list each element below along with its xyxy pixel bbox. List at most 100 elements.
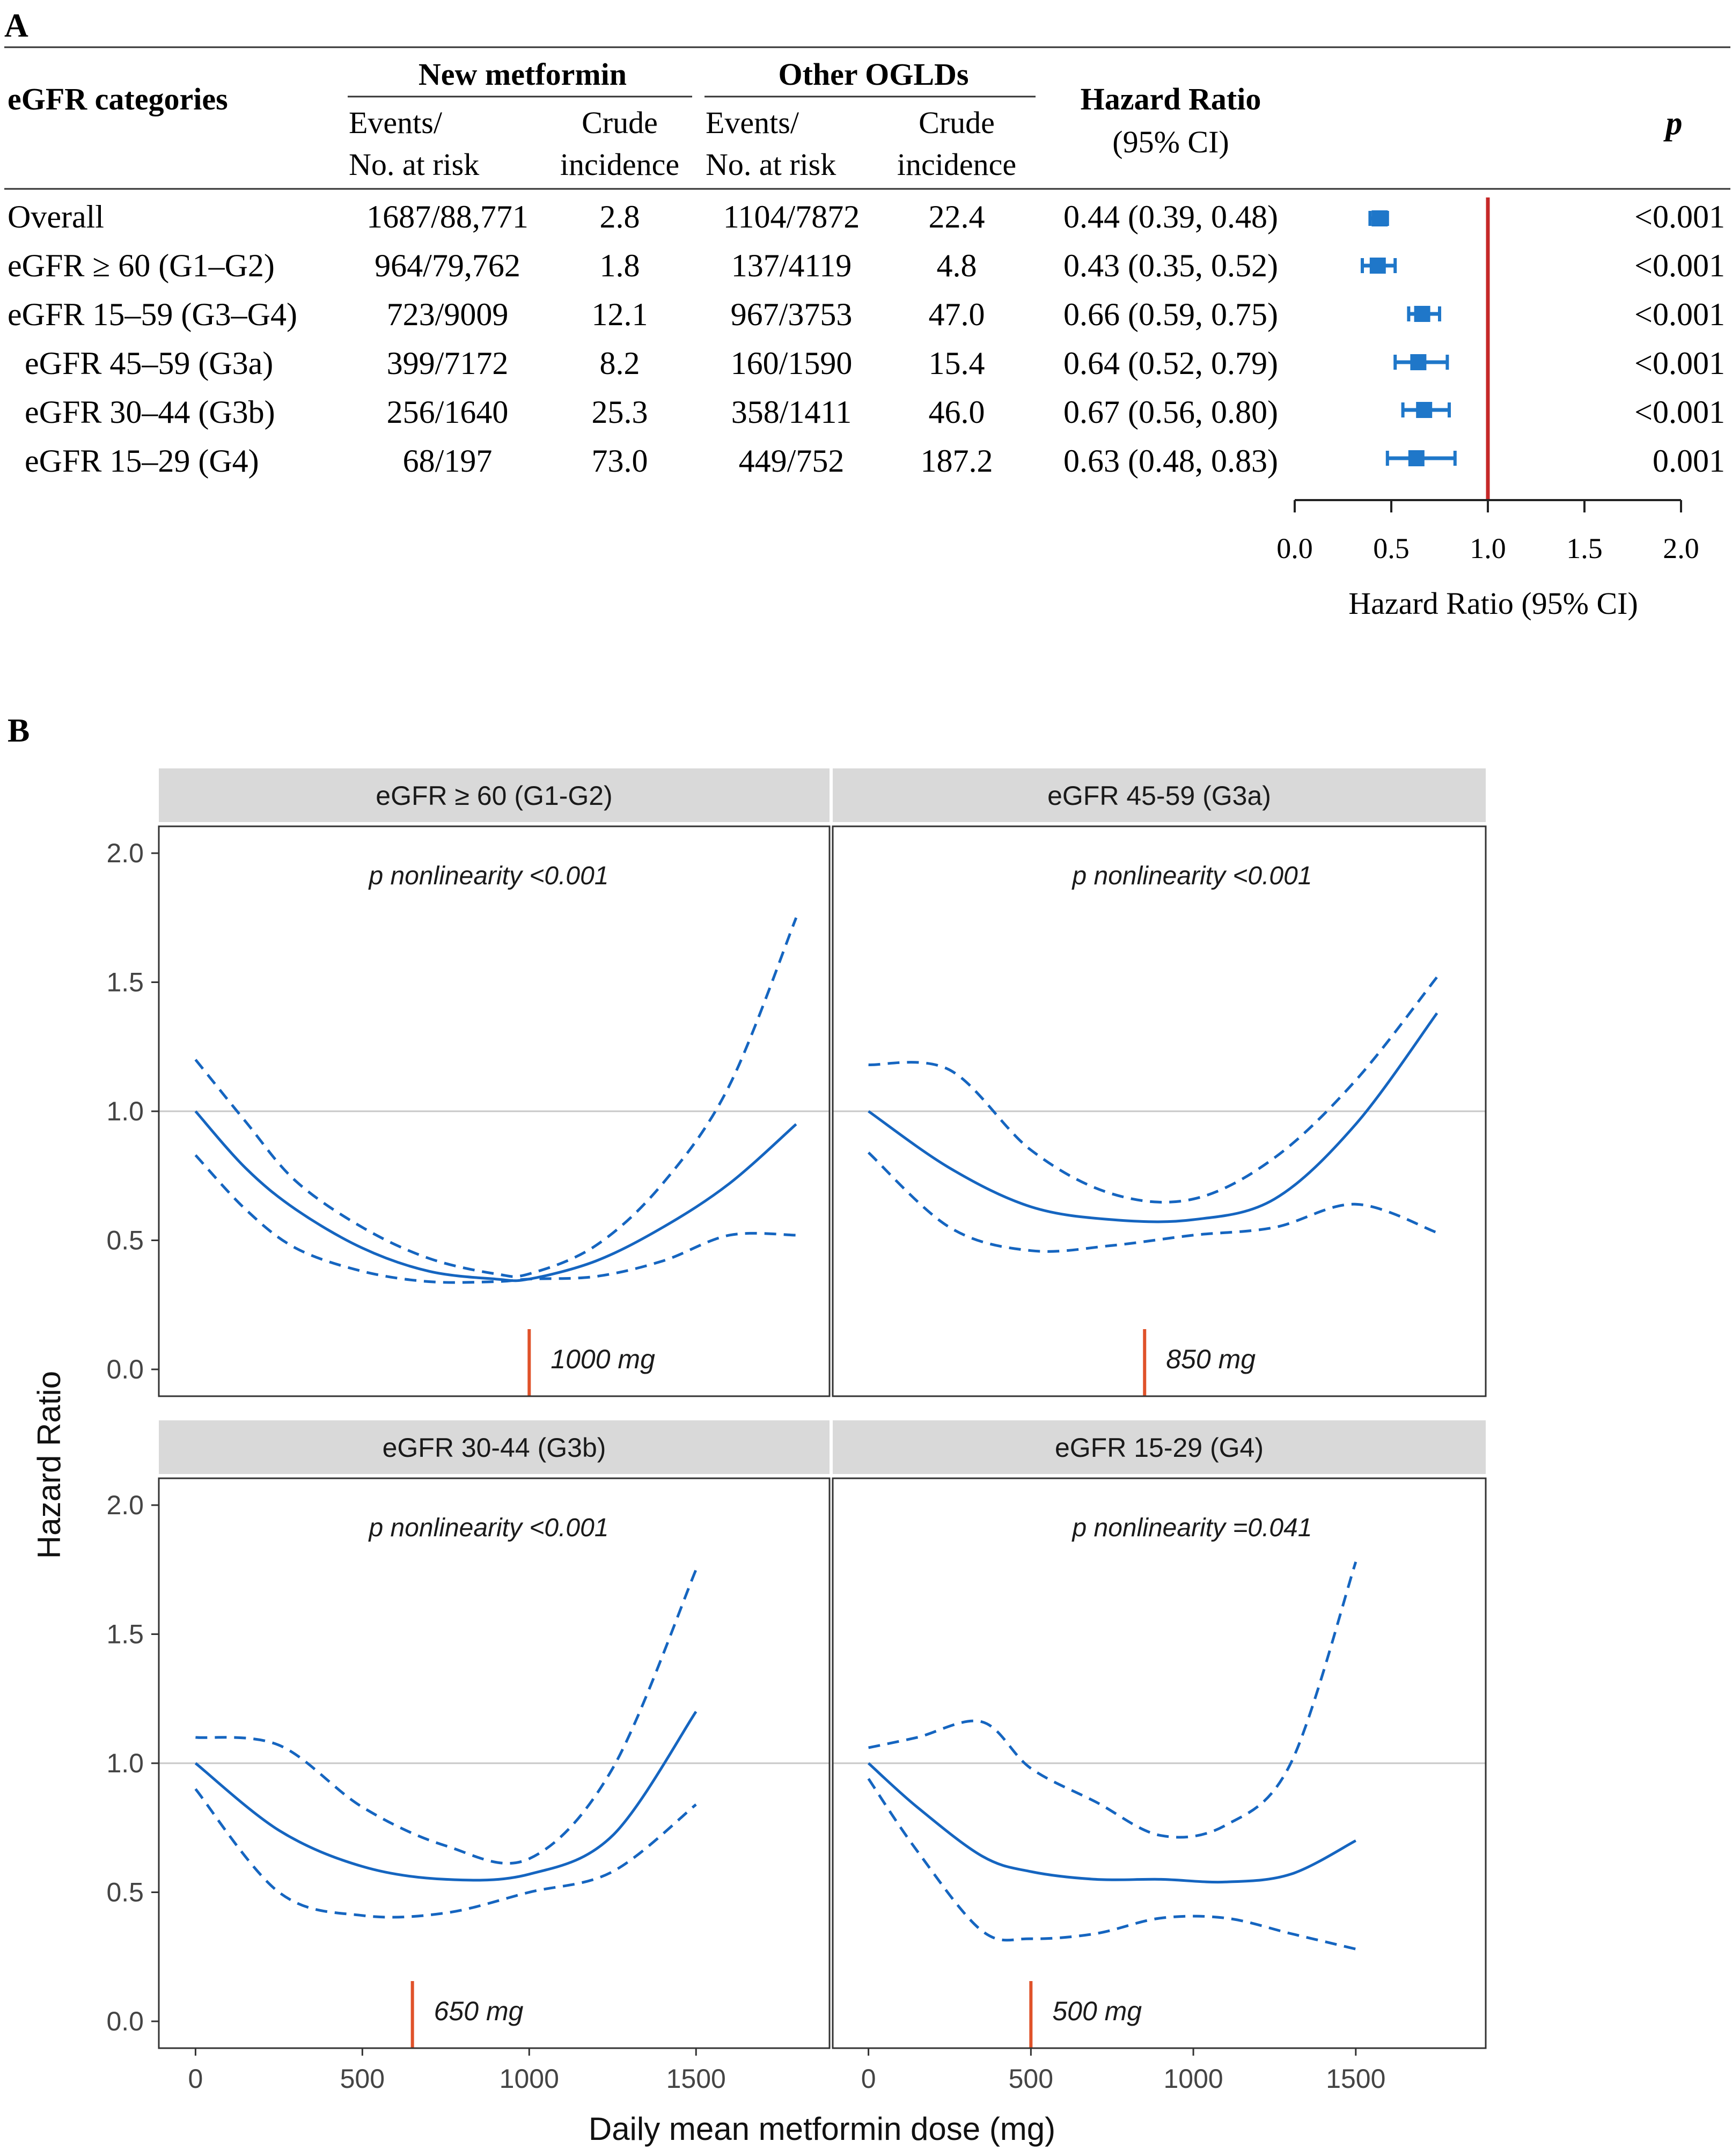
facet-strip bbox=[159, 768, 830, 822]
optimal-dose-label: 500 mg bbox=[1052, 1996, 1142, 2026]
y-tick-label: 2.0 bbox=[106, 1490, 144, 1520]
row-new-incidence: 8.2 bbox=[600, 346, 640, 381]
upper-ci-curve bbox=[194, 917, 798, 1278]
dose-response-facets: eGFR ≥ 60 (G1-G2) 1000 mg p nonlinearity <… bbox=[106, 768, 1487, 2094]
row-hazard-ratio: 0.66 (0.59, 0.75) bbox=[1063, 297, 1278, 332]
row-other-incidence: 15.4 bbox=[929, 346, 985, 381]
y-tick-label: 2.0 bbox=[106, 838, 144, 868]
row-new-incidence: 73.0 bbox=[592, 443, 648, 479]
header-events-1: Events/ bbox=[349, 105, 443, 140]
facet-title: eGFR ≥ 60 (G1-G2) bbox=[376, 781, 612, 811]
row-new-incidence: 2.8 bbox=[600, 199, 640, 234]
row-other-events: 160/1590 bbox=[731, 346, 853, 381]
row-p-value: 0.001 bbox=[1653, 443, 1725, 479]
row-other-incidence: 47.0 bbox=[929, 297, 985, 332]
row-new-events: 399/7172 bbox=[387, 346, 509, 381]
facet-strip bbox=[159, 1420, 830, 1474]
lower-ci-curve bbox=[867, 1778, 1356, 1950]
facet-panel: eGFR 45-59 (G3a) 850 mg p nonlinearity <0.… bbox=[832, 768, 1487, 1397]
facet-panel: eGFR 30-44 (G3b) 650 mg p nonlinearity <0.… bbox=[106, 1420, 831, 2094]
row-other-events: 358/1411 bbox=[731, 394, 852, 430]
header-crude-2: Crude bbox=[919, 105, 995, 140]
row-new-events: 68/197 bbox=[403, 443, 493, 479]
x-tick-label: 1000 bbox=[500, 2064, 559, 2094]
row-p-value: <0.001 bbox=[1634, 199, 1725, 234]
header-hazard-ratio: Hazard Ratio bbox=[1081, 82, 1261, 116]
row-other-events: 137/4119 bbox=[731, 248, 852, 283]
row-hazard-ratio: 0.44 (0.39, 0.48) bbox=[1063, 199, 1278, 234]
header-new-metformin: New metformin bbox=[419, 57, 627, 92]
x-tick-label: 500 bbox=[340, 2064, 385, 2094]
lower-ci-curve bbox=[194, 1154, 796, 1284]
row-hazard-ratio: 0.43 (0.35, 0.52) bbox=[1063, 248, 1278, 283]
forest-point bbox=[1371, 210, 1388, 226]
row-label: eGFR 15–29 (G4) bbox=[25, 443, 259, 479]
row-label: eGFR 30–44 (G3b) bbox=[25, 394, 275, 430]
row-label: eGFR 45–59 (G3a) bbox=[25, 346, 273, 381]
header-ci: (95% CI) bbox=[1112, 124, 1229, 159]
row-p-value: <0.001 bbox=[1634, 394, 1725, 430]
y-tick-label: 0.0 bbox=[106, 1354, 144, 1384]
nonlinearity-annotation: p nonlinearity <0.001 bbox=[368, 1514, 609, 1542]
row-new-events: 1687/88,771 bbox=[366, 199, 529, 234]
row-new-events: 723/9009 bbox=[387, 297, 509, 332]
header-atrisk-2: No. at risk bbox=[706, 147, 836, 182]
row-other-incidence: 46.0 bbox=[929, 394, 985, 430]
y-tick-label: 1.5 bbox=[106, 1619, 144, 1649]
forest-x-axis-label: Hazard Ratio (95% CI) bbox=[1348, 586, 1638, 621]
row-label: eGFR 15–59 (G3–G4) bbox=[8, 297, 297, 332]
x-tick-label: 500 bbox=[1009, 2064, 1053, 2094]
panel-b-label: B bbox=[8, 713, 30, 749]
y-tick-label: 1.0 bbox=[106, 1748, 144, 1778]
x-tick-label: 1000 bbox=[1163, 2064, 1223, 2094]
hazard-ratio-curve bbox=[194, 1711, 698, 1882]
row-other-events: 449/752 bbox=[739, 443, 845, 479]
header-crude-1: Crude bbox=[582, 105, 658, 140]
forest-x-tick-label: 1.0 bbox=[1470, 532, 1506, 564]
row-new-events: 256/1640 bbox=[387, 394, 509, 430]
header-incidence-1: incidence bbox=[560, 147, 679, 182]
y-tick-label: 0.5 bbox=[106, 1226, 144, 1256]
facet-title: eGFR 30-44 (G3b) bbox=[383, 1433, 606, 1463]
row-new-incidence: 12.1 bbox=[592, 297, 648, 332]
header-other-oglds: Other OGLDs bbox=[779, 57, 969, 92]
facet-panel: eGFR ≥ 60 (G1-G2) 1000 mg p nonlinearity <… bbox=[106, 768, 831, 1397]
header-atrisk-1: No. at risk bbox=[349, 147, 479, 182]
optimal-dose-label: 850 mg bbox=[1166, 1344, 1256, 1374]
hazard-ratio-curve bbox=[867, 1762, 1356, 1884]
x-tick-label: 1500 bbox=[666, 2064, 726, 2094]
nonlinearity-annotation: p nonlinearity <0.001 bbox=[1072, 862, 1312, 890]
upper-ci-curve bbox=[868, 976, 1439, 1204]
facet-border bbox=[832, 1477, 1487, 2049]
forest-point bbox=[1369, 258, 1386, 274]
row-hazard-ratio: 0.64 (0.52, 0.79) bbox=[1063, 346, 1278, 381]
forest-x-tick-label: 0.5 bbox=[1373, 532, 1410, 564]
row-new-incidence: 1.8 bbox=[600, 248, 640, 283]
row-hazard-ratio: 0.67 (0.56, 0.80) bbox=[1063, 394, 1278, 430]
nonlinearity-annotation: p nonlinearity <0.001 bbox=[368, 862, 609, 890]
hazard-ratio-curve bbox=[194, 1110, 797, 1282]
lower-ci-curve bbox=[194, 1788, 697, 1919]
row-other-incidence: 22.4 bbox=[929, 199, 985, 234]
row-p-value: <0.001 bbox=[1634, 248, 1725, 283]
y-tick-label: 0.5 bbox=[106, 1878, 144, 1908]
facet-border bbox=[832, 825, 1487, 1397]
facet-title: eGFR 15-29 (G4) bbox=[1055, 1433, 1264, 1463]
y-axis-label: Hazard Ratio bbox=[31, 1371, 67, 1559]
upper-ci-curve bbox=[195, 1569, 698, 1865]
forest-x-tick-label: 2.0 bbox=[1663, 532, 1699, 564]
row-new-incidence: 25.3 bbox=[592, 394, 648, 430]
facet-panel: eGFR 15-29 (G4) 500 mg p nonlinearity =0.0… bbox=[832, 1420, 1487, 2094]
y-tick-label: 1.5 bbox=[106, 967, 144, 998]
row-other-events: 1104/7872 bbox=[723, 199, 860, 234]
forest-point bbox=[1414, 306, 1430, 322]
x-axis-label: Daily mean metformin dose (mg) bbox=[589, 2111, 1055, 2147]
optimal-dose-label: 1000 mg bbox=[551, 1344, 655, 1374]
header-incidence-2: incidence bbox=[897, 147, 1016, 182]
lower-ci-curve bbox=[867, 1152, 1438, 1253]
facet-strip bbox=[833, 1420, 1486, 1474]
row-hazard-ratio: 0.63 (0.48, 0.83) bbox=[1063, 443, 1278, 479]
forest-point bbox=[1410, 354, 1427, 370]
hazard-ratio-curve bbox=[868, 1012, 1439, 1223]
